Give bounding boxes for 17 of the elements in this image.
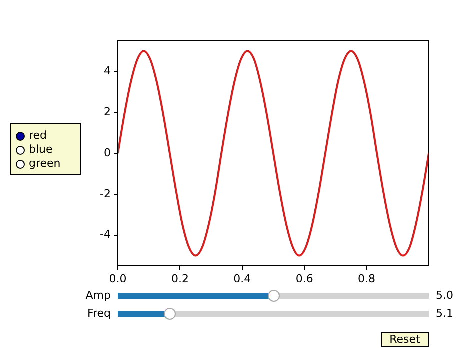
x-tick-label: 0.4 <box>234 272 252 286</box>
text: Amp <box>86 289 111 302</box>
line-series <box>118 50 429 257</box>
y-tick-label: -4 <box>100 228 111 242</box>
text: 5.0 <box>436 289 454 302</box>
x-tick-label: 0.2 <box>171 272 189 286</box>
x-tick-label: 0.8 <box>358 272 376 286</box>
radio-panel: red blue green <box>10 123 81 175</box>
x-tick-label: 0.6 <box>296 272 314 286</box>
y-tick-label: 0 <box>104 146 111 160</box>
button: Reset <box>381 332 429 347</box>
text: 5.1 <box>436 307 454 320</box>
text: Freq <box>87 307 111 320</box>
y-tick-label: 4 <box>104 64 111 78</box>
y-tick-label: 2 <box>104 105 111 118</box>
y-tick-label: -2 <box>100 187 111 200</box>
x-tick-label: 0.0 <box>109 272 127 286</box>
